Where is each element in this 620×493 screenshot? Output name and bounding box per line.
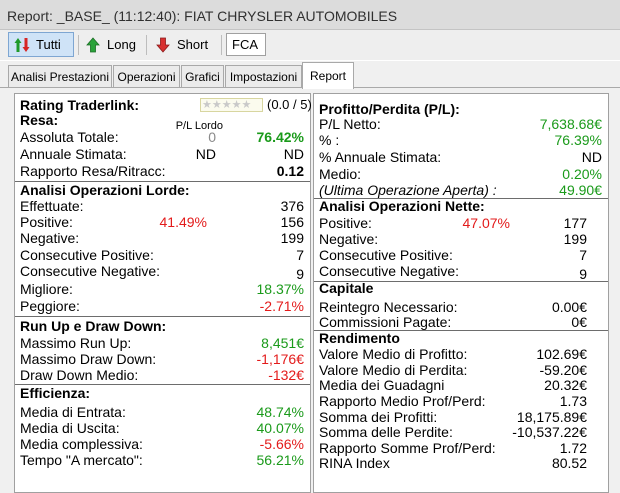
nette-row: Consecutive Positive: 7	[319, 247, 587, 263]
lorde-row: Migliore: 18.37%	[20, 281, 304, 297]
section-title-runup: Run Up e Draw Down:	[20, 318, 167, 334]
lorde-row: Peggiore: -2.71%	[20, 298, 304, 314]
lorde-row: Consecutive Positive: 7	[20, 247, 304, 263]
section-divider	[314, 330, 608, 331]
toolbar-separator	[146, 35, 147, 55]
pl-row: % Annuale Stimata: ND	[319, 149, 602, 165]
efficienza-row: Tempo "A mercato": 56.21%	[20, 452, 304, 468]
capitale-row: Commissioni Pagate: 0€	[319, 314, 587, 330]
report-content: Rating Traderlink: ★★★★★ (0.0 / 5) Resa:…	[0, 88, 620, 493]
tutti-label: Tutti	[36, 37, 61, 52]
tutti-button[interactable]: Tutti	[8, 32, 74, 57]
resa-row: Annuale Stimata: ND ND	[20, 146, 304, 162]
tab-impostazioni[interactable]: Impostazioni	[225, 65, 302, 88]
rendimento-row: Somma dei Profitti: 18,175.89€	[319, 409, 587, 425]
runup-row: Draw Down Medio: -132€	[20, 367, 304, 383]
section-title-pl: Profitto/Perdita (P/L):	[319, 101, 460, 117]
pl-lordo-header: P/L Lordo	[175, 120, 223, 132]
section-divider	[314, 198, 608, 199]
window-title: Report: _BASE_ (11:12:40): FIAT CHRYSLER…	[7, 8, 398, 24]
section-divider	[15, 384, 310, 385]
section-title-resa: Resa:	[20, 112, 59, 128]
lorde-row: Negative: 199	[20, 230, 304, 246]
rating-label: Rating Traderlink:	[20, 97, 140, 113]
rating-value: (0.0 / 5)	[267, 97, 312, 112]
nette-row: Positive: 47.07% 177	[319, 215, 587, 231]
pl-row: (Ultima Operazione Aperta) : 49.90€	[319, 182, 602, 198]
rendimento-row: Valore Medio di Perdita: -59.20€	[319, 362, 587, 378]
rendimento-row: Rapporto Medio Prof/Perd: 1.73	[319, 393, 587, 409]
rendimento-row: Valore Medio di Profitto: 102.69€	[319, 346, 587, 362]
tab-operazioni[interactable]: Operazioni	[113, 65, 180, 88]
lorde-row: Effettuate: 376	[20, 198, 304, 214]
pl-row: % : 76.39%	[319, 132, 602, 148]
rendimento-row: Rapporto Somme Prof/Perd: 1.72	[319, 440, 587, 456]
toolbar: Tutti Long Short FCA	[0, 30, 620, 60]
resa-row: Assoluta Totale: 0 76.42%	[20, 129, 304, 145]
runup-row: Massimo Run Up: 8,451€	[20, 335, 304, 351]
arrow-up-icon	[86, 36, 100, 52]
short-label: Short	[177, 37, 209, 52]
lorde-row: Consecutive Negative: 9	[20, 263, 304, 282]
efficienza-row: Media complessiva: -5.66%	[20, 436, 304, 452]
efficienza-row: Media di Uscita: 40.07%	[20, 420, 304, 436]
right-report-panel[interactable]: Profitto/Perdita (P/L): P/L Netto: 7,638…	[313, 93, 609, 493]
rendimento-row: Somma delle Perdite: -10,537.22€	[319, 424, 587, 440]
symbol-field[interactable]: FCA	[226, 33, 266, 56]
section-divider	[15, 316, 310, 317]
section-divider	[15, 181, 310, 182]
rating-stars-icon: ★★★★★	[200, 98, 263, 112]
section-divider	[314, 281, 608, 282]
tab-grafici[interactable]: Grafici	[181, 65, 224, 88]
resa-row: Rapporto Resa/Ritracc: 0.12	[20, 163, 304, 179]
arrow-down-icon	[156, 37, 170, 53]
long-button[interactable]: Long	[80, 32, 142, 57]
rendimento-row: Media dei Guadagni 20.32€	[319, 377, 587, 393]
left-report-panel[interactable]: Rating Traderlink: ★★★★★ (0.0 / 5) Resa:…	[14, 93, 312, 493]
section-title-lorde: Analisi Operazioni Lorde:	[20, 182, 190, 198]
long-short-icon	[14, 37, 30, 52]
tab-bar: Analisi Prestazioni Operazioni Grafici I…	[0, 61, 620, 89]
rating-row: Rating Traderlink:	[15, 97, 310, 113]
nette-row: Consecutive Negative: 9	[319, 263, 587, 282]
toolbar-separator	[221, 35, 222, 55]
toolbar-separator	[78, 35, 79, 55]
runup-row: Massimo Draw Down: -1,176€	[20, 351, 304, 367]
efficienza-row: Media di Entrata: 48.74%	[20, 404, 304, 420]
tab-report[interactable]: Report	[302, 62, 354, 89]
pl-row: P/L Netto: 7,638.68€	[319, 116, 602, 132]
nette-row: Negative: 199	[319, 231, 587, 247]
pl-row: Medio: 0.20%	[319, 166, 602, 182]
window-title-bar: Report: _BASE_ (11:12:40): FIAT CHRYSLER…	[0, 0, 620, 30]
section-title-efficienza: Efficienza:	[20, 385, 91, 401]
section-title-nette: Analisi Operazioni Nette:	[319, 198, 485, 214]
capitale-row: Reintegro Necessario: 0.00€	[319, 299, 587, 315]
lorde-row: Positive: 41.49% 156	[20, 214, 304, 230]
section-title-rendimento: Rendimento	[319, 330, 400, 346]
rendimento-row: RINA Index 80.52	[319, 455, 587, 471]
long-label: Long	[107, 37, 136, 52]
section-title-capitale: Capitale	[319, 280, 374, 296]
tab-analisi-prestazioni[interactable]: Analisi Prestazioni	[8, 65, 112, 88]
short-button[interactable]: Short	[150, 32, 218, 57]
